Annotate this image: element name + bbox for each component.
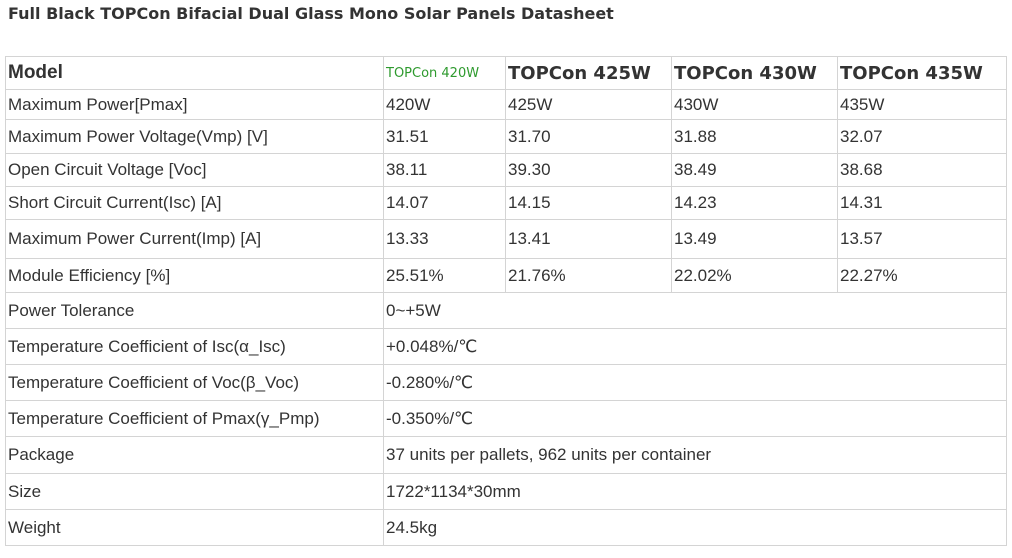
row-label: Open Circuit Voltage [Voc] [5, 153, 384, 187]
table-row: Package 37 units per pallets, 962 units … [5, 436, 1007, 474]
datasheet-table: Model TOPCon 420W TOPCon 425W TOPCon 430… [5, 56, 1007, 546]
row-label: Maximum Power Current(Imp) [A] [5, 219, 384, 259]
table-row: Maximum Power Voltage(Vmp) [V] 31.51 31.… [5, 119, 1007, 154]
table-row: Maximum Power Current(Imp) [A] 13.33 13.… [5, 219, 1007, 259]
row-label: Temperature Coefficient of Isc(α_Isc) [5, 328, 384, 365]
cell-value: 1722*1134*30mm [383, 473, 1007, 510]
cell-value: 37 units per pallets, 962 units per cont… [383, 436, 1007, 474]
table-header-row: Model TOPCon 420W TOPCon 425W TOPCon 430… [5, 56, 1007, 90]
table-row: Short Circuit Current(Isc) [A] 14.07 14.… [5, 186, 1007, 220]
cell-value: 13.49 [671, 219, 838, 259]
cell-value: 420W [383, 89, 506, 120]
table-row: Open Circuit Voltage [Voc] 38.11 39.30 3… [5, 153, 1007, 187]
cell-value: -0.280%/℃ [383, 364, 1007, 401]
cell-value: 31.51 [383, 119, 506, 154]
header-topcon-425w: TOPCon 425W [505, 56, 672, 90]
cell-value: 435W [837, 89, 1007, 120]
cell-value: 14.15 [505, 186, 672, 220]
cell-value: 13.33 [383, 219, 506, 259]
cell-value: 38.68 [837, 153, 1007, 187]
cell-value: 31.88 [671, 119, 838, 154]
cell-value: 13.41 [505, 219, 672, 259]
page-title: Full Black TOPCon Bifacial Dual Glass Mo… [8, 4, 614, 23]
header-topcon-430w: TOPCon 430W [671, 56, 838, 90]
cell-value: +0.048%/℃ [383, 328, 1007, 365]
row-label: Short Circuit Current(Isc) [A] [5, 186, 384, 220]
header-topcon-420w: TOPCon 420W [383, 56, 506, 90]
cell-value: 13.57 [837, 219, 1007, 259]
table-row: Temperature Coefficient of Pmax(γ_Pmp) -… [5, 400, 1007, 437]
cell-value: 22.02% [671, 258, 838, 293]
table-row: Size 1722*1134*30mm [5, 473, 1007, 510]
row-label: Temperature Coefficient of Voc(β_Voc) [5, 364, 384, 401]
cell-value: 425W [505, 89, 672, 120]
cell-value: 24.5kg [383, 509, 1007, 546]
cell-value: 22.27% [837, 258, 1007, 293]
table-row: Temperature Coefficient of Voc(β_Voc) -0… [5, 364, 1007, 401]
cell-value: 39.30 [505, 153, 672, 187]
row-label: Maximum Power[Pmax] [5, 89, 384, 120]
row-label: Size [5, 473, 384, 510]
cell-value: 38.49 [671, 153, 838, 187]
table-row: Maximum Power[Pmax] 420W 425W 430W 435W [5, 89, 1007, 120]
cell-value: 14.23 [671, 186, 838, 220]
cell-value: 0~+5W [383, 292, 1007, 329]
row-label: Maximum Power Voltage(Vmp) [V] [5, 119, 384, 154]
header-topcon-435w: TOPCon 435W [837, 56, 1007, 90]
row-label: Temperature Coefficient of Pmax(γ_Pmp) [5, 400, 384, 437]
cell-value: 31.70 [505, 119, 672, 154]
table-row: Module Efficiency [%] 25.51% 21.76% 22.0… [5, 258, 1007, 293]
table-row: Temperature Coefficient of Isc(α_Isc) +0… [5, 328, 1007, 365]
cell-value: 14.07 [383, 186, 506, 220]
header-model: Model [5, 56, 384, 90]
table-row: Weight 24.5kg [5, 509, 1007, 546]
cell-value: 430W [671, 89, 838, 120]
cell-value: 38.11 [383, 153, 506, 187]
row-label: Package [5, 436, 384, 474]
cell-value: 21.76% [505, 258, 672, 293]
row-label: Power Tolerance [5, 292, 384, 329]
row-label: Weight [5, 509, 384, 546]
row-label: Module Efficiency [%] [5, 258, 384, 293]
cell-value: 32.07 [837, 119, 1007, 154]
table-row: Power Tolerance 0~+5W [5, 292, 1007, 329]
cell-value: -0.350%/℃ [383, 400, 1007, 437]
cell-value: 14.31 [837, 186, 1007, 220]
cell-value: 25.51% [383, 258, 506, 293]
